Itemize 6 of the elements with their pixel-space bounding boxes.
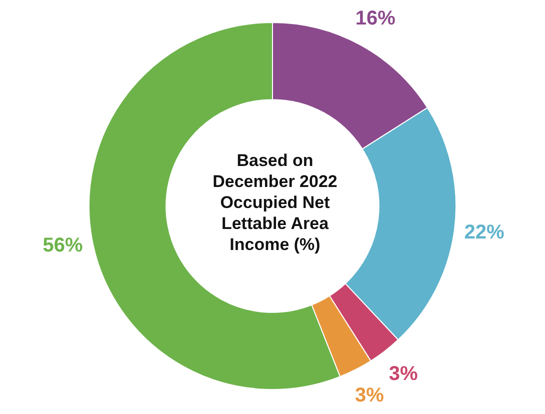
text: Based on December 2022 Occupied Net Lettable Area Income (%) (212, 150, 338, 255)
data-label: 22% (464, 221, 505, 244)
data-label: 3% (354, 384, 384, 407)
data-label: 16% (355, 7, 396, 30)
data-label: 3% (388, 363, 418, 386)
data-label: 56% (42, 234, 84, 257)
